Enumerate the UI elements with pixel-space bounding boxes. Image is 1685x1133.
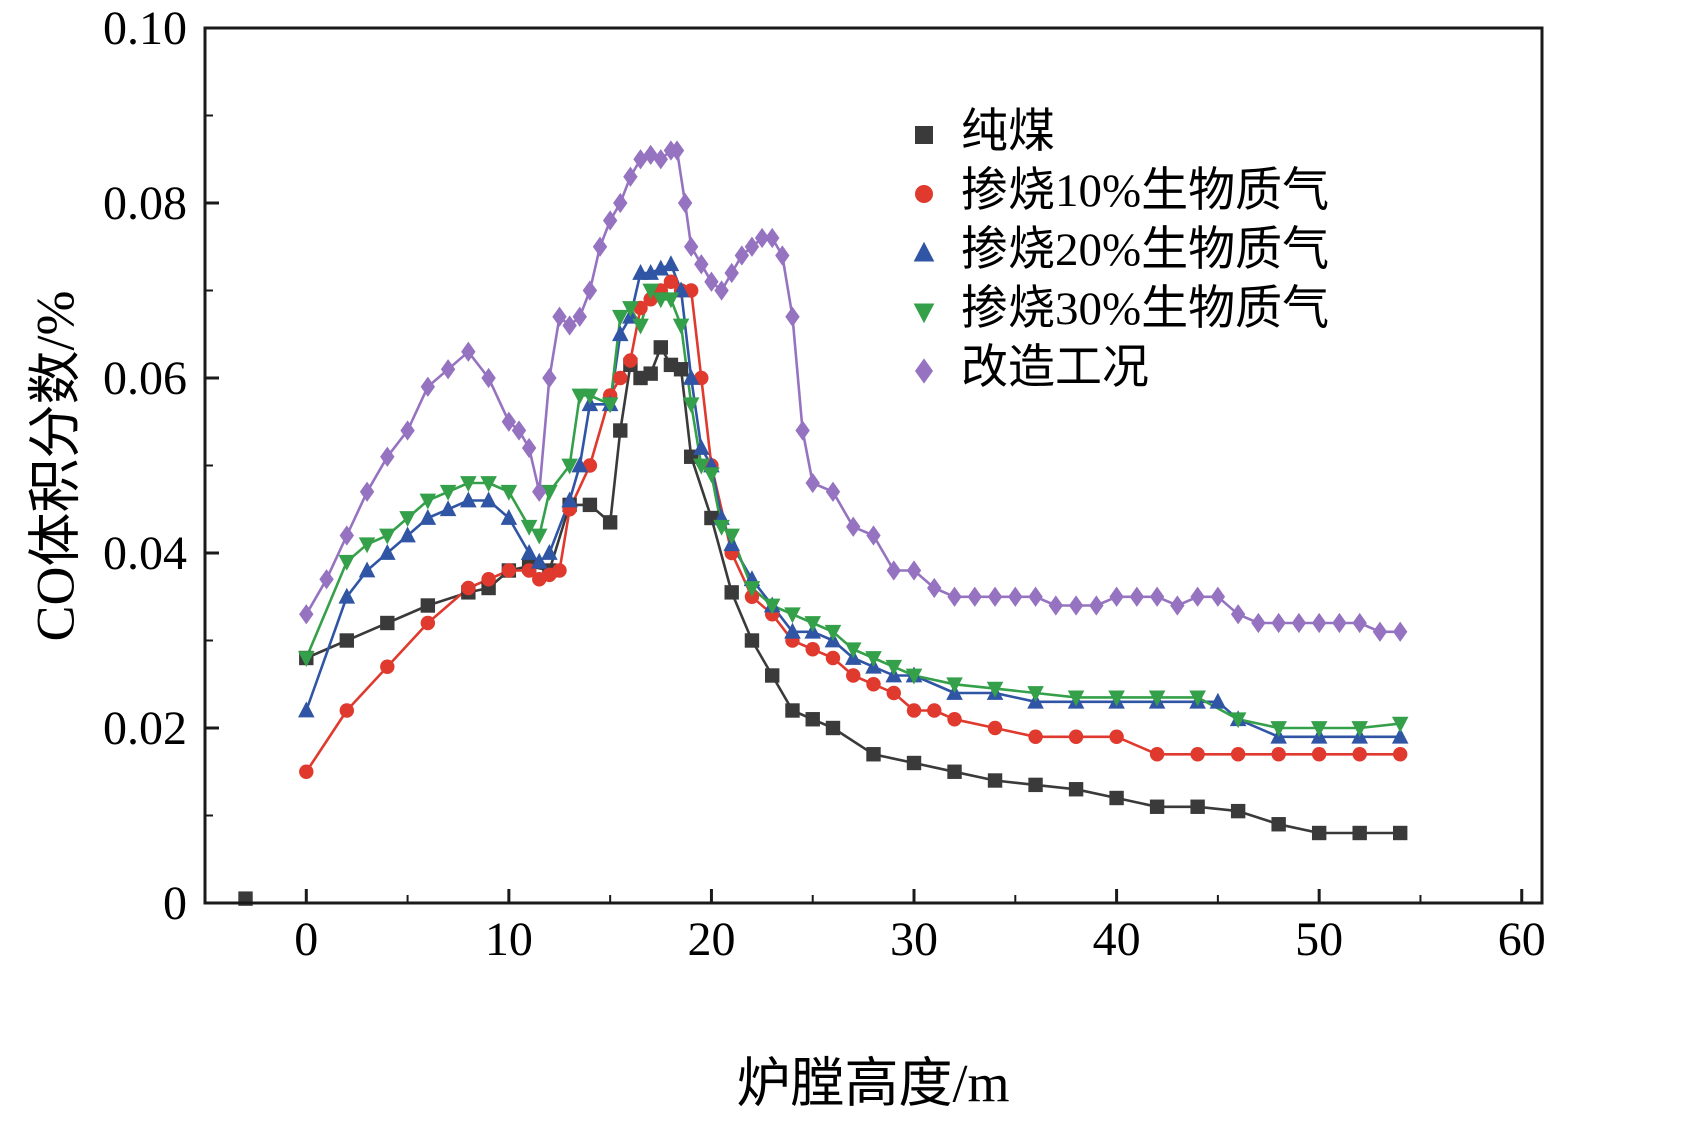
legend-label: 掺烧10%生物质气 (961, 165, 1330, 217)
y-axis-label: CO体积分数/% (25, 290, 86, 642)
diamond-marker-icon (915, 357, 933, 384)
svg-text:0: 0 (163, 877, 187, 930)
svg-text:40: 40 (1093, 913, 1141, 966)
x-axis-label: 炉膛高度/m (736, 1053, 1010, 1114)
svg-text:0.10: 0.10 (103, 2, 187, 55)
svg-text:20: 20 (687, 913, 735, 966)
svg-text:60: 60 (1498, 913, 1546, 966)
svg-text:0.04: 0.04 (103, 527, 187, 580)
square-marker-icon (915, 125, 933, 144)
svg-text:30: 30 (890, 913, 938, 966)
legend-item-retrofit-condition: 改造工况 (903, 342, 1329, 395)
legend-item-pure-coal: 纯煤 (903, 106, 1329, 159)
svg-text:0.06: 0.06 (103, 352, 187, 405)
svg-text:0.08: 0.08 (103, 177, 187, 230)
circle-marker-icon (915, 184, 933, 203)
legend-label: 改造工况 (961, 342, 1149, 394)
svg-text:0: 0 (294, 913, 318, 966)
legend-item-20pct-biomass: 掺烧20%生物质气 (903, 224, 1329, 277)
triangle-down-marker-icon (913, 302, 935, 323)
legend-label: 纯煤 (961, 106, 1055, 158)
legend-label: 掺烧20%生物质气 (961, 224, 1330, 276)
legend-item-30pct-biomass: 掺烧30%生物质气 (903, 283, 1329, 336)
svg-text:0.02: 0.02 (103, 702, 187, 755)
legend: 纯煤 掺烧10%生物质气 掺烧20%生物质气 掺烧30%生物质气 改造工况 (903, 106, 1329, 395)
svg-text:10: 10 (485, 913, 533, 966)
legend-label: 掺烧30%生物质气 (961, 283, 1330, 335)
triangle-up-marker-icon (913, 241, 935, 262)
legend-item-10pct-biomass: 掺烧10%生物质气 (903, 165, 1329, 218)
svg-text:50: 50 (1295, 913, 1343, 966)
